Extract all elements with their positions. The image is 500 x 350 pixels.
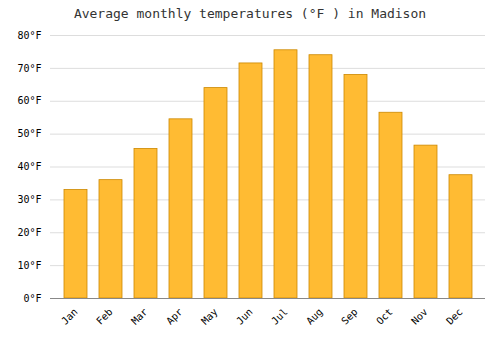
svg-text:Dec: Dec: [444, 306, 465, 327]
svg-text:Oct: Oct: [374, 306, 395, 327]
svg-text:Sep: Sep: [339, 306, 360, 327]
html-text:Average monthly temperatures (: Average monthly temperatures (°F ) in Ma…: [73, 6, 427, 21]
svg-text:Jul: Jul: [269, 306, 290, 327]
svg-text:30°F: 30°F: [17, 194, 41, 205]
svg-text:Jun: Jun: [234, 306, 255, 327]
svg-text:10°F: 10°F: [17, 260, 41, 271]
svg-text:60°F: 60°F: [17, 95, 41, 106]
svg-text:20°F: 20°F: [17, 227, 41, 238]
svg-text:50°F: 50°F: [17, 128, 41, 139]
svg-text:80°F: 80°F: [17, 30, 41, 41]
svg-text:40°F: 40°F: [17, 161, 41, 172]
svg-text:Apr: Apr: [164, 306, 185, 327]
svg-text:70°F: 70°F: [17, 63, 41, 74]
svg-text:Nov: Nov: [409, 306, 430, 327]
svg-text:Aug: Aug: [304, 306, 325, 327]
svg-text:Mar: Mar: [129, 306, 150, 327]
svg-text:Jan: Jan: [59, 306, 80, 327]
svg-text:May: May: [199, 306, 220, 327]
svg-text:Feb: Feb: [94, 306, 115, 327]
svg-text:0°F: 0°F: [23, 293, 41, 304]
